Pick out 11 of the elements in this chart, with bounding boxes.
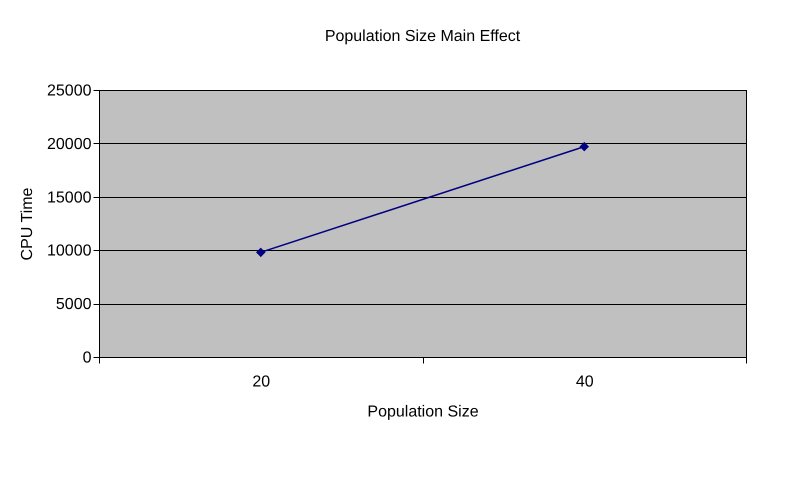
- x-tick-label: 20: [252, 374, 270, 390]
- y-tick-label: 10000: [47, 242, 92, 260]
- y-tick-label: 0: [82, 350, 92, 366]
- y-tick-label: 20000: [47, 136, 92, 153]
- chart-title: Population Size Main Effect: [324, 28, 521, 45]
- y-tick-label: 15000: [47, 189, 92, 206]
- y-tick-label: 5000: [56, 296, 92, 314]
- y-axis-title: CPU Time: [19, 187, 36, 260]
- y-tick-label: 25000: [47, 82, 92, 100]
- x-tick-label: 40: [576, 374, 594, 390]
- x-axis-title: Population Size: [367, 404, 479, 420]
